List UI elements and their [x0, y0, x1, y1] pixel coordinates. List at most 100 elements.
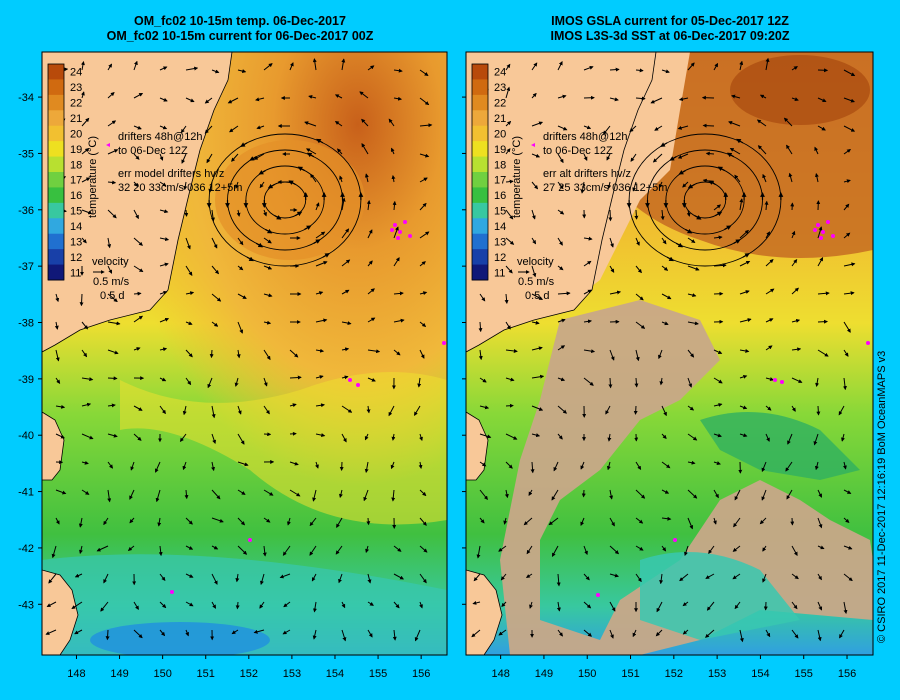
current-arrow — [419, 261, 426, 267]
current-arrow — [393, 257, 400, 267]
current-arrow — [107, 489, 112, 503]
colorbar-swatch — [472, 172, 488, 188]
current-arrow — [159, 629, 166, 637]
current-arrow — [207, 377, 213, 389]
current-arrow — [583, 349, 596, 354]
eddy-arrow — [297, 166, 305, 172]
current-arrow — [105, 629, 110, 641]
current-arrow — [334, 94, 343, 99]
colorbar-swatch — [48, 218, 64, 235]
current-arrow — [55, 517, 60, 525]
current-arrow — [705, 573, 715, 579]
current-arrow — [237, 405, 242, 415]
left-current-arrows — [45, 58, 433, 642]
current-arrow — [393, 318, 405, 323]
current-arrow — [81, 321, 89, 330]
current-arrow — [733, 517, 741, 528]
current-arrow — [185, 291, 195, 296]
current-arrow — [479, 377, 487, 383]
current-arrow — [713, 263, 727, 268]
colorbar-tick-label: 12 — [494, 252, 506, 264]
current-arrow — [341, 347, 350, 352]
current-arrow — [253, 153, 265, 160]
current-arrow — [814, 146, 819, 155]
current-arrow — [635, 321, 646, 329]
current-arrow — [687, 377, 693, 388]
current-arrow — [334, 121, 343, 127]
current-arrow — [107, 91, 115, 99]
current-arrow — [367, 629, 373, 638]
current-arrow — [107, 293, 118, 303]
current-arrow — [419, 291, 428, 296]
current-arrow — [606, 461, 611, 471]
lon-tick-label: 150 — [578, 668, 596, 680]
current-arrow — [713, 461, 721, 465]
current-arrow — [341, 197, 346, 211]
current-arrow — [557, 237, 563, 246]
right-drifters-line1: drifters 48h@12h — [543, 131, 628, 143]
right-green-eddy — [700, 412, 860, 480]
current-arrow — [367, 317, 376, 323]
current-arrow — [687, 405, 695, 411]
eddy-arrow — [240, 142, 248, 147]
current-arrow — [107, 209, 117, 219]
current-arrow — [263, 265, 273, 270]
current-arrow — [525, 573, 533, 578]
current-arrow — [209, 349, 214, 359]
current-arrow — [504, 293, 509, 304]
current-arrow — [661, 545, 667, 552]
current-arrow — [81, 460, 89, 465]
current-arrow — [765, 377, 775, 382]
current-arrow — [263, 517, 271, 523]
colorbar-swatch — [472, 187, 488, 204]
current-arrow — [341, 228, 350, 239]
lon-tick-label: 153 — [708, 668, 726, 680]
current-arrow — [605, 405, 611, 415]
current-arrow — [366, 405, 371, 414]
current-arrow — [367, 573, 372, 584]
current-arrow — [80, 91, 85, 99]
left-drifters — [170, 220, 446, 594]
current-arrow — [315, 291, 324, 295]
current-arrow — [791, 405, 796, 412]
current-arrow — [211, 209, 215, 222]
current-arrow — [133, 265, 144, 273]
current-arrow — [531, 121, 544, 127]
current-arrow — [286, 517, 291, 526]
current-arrow — [739, 348, 750, 353]
current-arrow — [179, 433, 187, 443]
current-arrow — [279, 573, 291, 579]
colorbar-tick-label: 21 — [494, 113, 506, 125]
current-arrow — [761, 489, 767, 501]
current-arrow — [367, 288, 375, 295]
current-arrow — [312, 489, 317, 502]
current-arrow — [739, 60, 744, 71]
current-arrow — [392, 200, 397, 211]
current-arrow — [183, 181, 188, 191]
current-arrow — [712, 517, 717, 525]
current-arrow — [635, 96, 646, 101]
current-arrow — [557, 405, 567, 414]
current-arrow — [367, 601, 374, 606]
current-arrow — [341, 433, 347, 443]
current-arrow — [107, 63, 112, 71]
current-arrow — [107, 180, 117, 185]
current-arrow — [211, 461, 216, 472]
current-arrow — [505, 120, 512, 127]
current-arrow — [814, 461, 819, 471]
current-arrow — [364, 461, 369, 474]
current-arrow — [531, 433, 541, 438]
colorbar-frame — [47, 63, 65, 281]
current-arrow — [393, 68, 403, 73]
colorbar-tick-label: 22 — [494, 98, 506, 110]
eddy-arrow — [675, 242, 684, 248]
current-arrow — [336, 517, 343, 528]
current-arrow — [635, 68, 644, 73]
colorbar-tick-label: 20 — [494, 128, 506, 140]
colorbar-tick-label: 19 — [70, 144, 82, 156]
current-arrow — [729, 147, 741, 155]
current-arrow — [656, 601, 663, 613]
current-arrow — [739, 374, 748, 379]
current-arrow — [55, 377, 61, 384]
current-arrow — [263, 63, 273, 71]
